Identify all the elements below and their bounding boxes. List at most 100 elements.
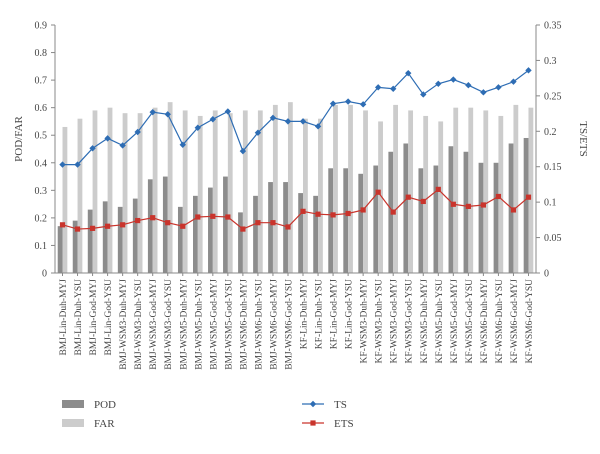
x-tick-label-14: BMJ-WSM6-God-MYJ: [269, 279, 279, 370]
point-ts-4: [119, 142, 126, 149]
point-ets-7: [165, 220, 171, 226]
bar-far-18: [333, 104, 338, 273]
x-tick-label-1: BMJ-Lin-Duh-YSU: [74, 279, 84, 356]
point-ets-8: [180, 223, 186, 229]
legend-swatch-far: [62, 419, 84, 427]
x-tick-label-7: BMJ-WSM3-God-YSU: [164, 279, 174, 370]
bar-pod-3: [102, 201, 108, 273]
bar-far-5: [137, 113, 143, 274]
point-ets-5: [135, 217, 141, 224]
point-ets-25: [435, 186, 441, 192]
point-ts-27: [465, 82, 472, 89]
point-ts-5: [134, 128, 141, 136]
bar-pod-9: [193, 195, 198, 273]
y2-tick-label-3: 0.15: [544, 162, 562, 173]
y2-tick-label-4: 0.2: [544, 127, 557, 138]
point-ets-29: [495, 193, 502, 200]
bar-far-0: [62, 126, 68, 274]
point-ts-26: [450, 76, 457, 83]
point-ts-29: [495, 84, 502, 91]
bar-far-24: [423, 115, 429, 274]
bar-far-6: [152, 107, 158, 273]
point-ts-2: [89, 145, 96, 152]
bar-pod-0: [57, 226, 63, 273]
bar-far-19: [348, 104, 353, 273]
point-ts-14: [269, 114, 277, 122]
bar-pod-18: [328, 168, 334, 273]
point-ts-1: [74, 161, 81, 168]
point-ts-30: [510, 78, 517, 85]
point-ts-10: [209, 116, 217, 123]
point-ts-13: [254, 129, 262, 136]
x-tick-label-31: KF-WSM6-God-YSU: [525, 279, 535, 364]
y-tick-label-5: 0.5: [35, 131, 48, 142]
point-ets-23: [405, 194, 411, 200]
x-tick-label-5: BMJ-WSM3-Duh-YSU: [134, 279, 144, 370]
bar-pod-1: [72, 220, 78, 273]
bar-far-25: [438, 121, 444, 273]
point-ts-17: [314, 123, 322, 130]
bar-pod-2: [87, 209, 93, 273]
x-tick-label-3: BMJ-Lin-God-YSU: [104, 279, 114, 356]
x-tick-label-9: BMJ-WSM5-Duh-YSU: [194, 279, 204, 370]
y-tick-label-7: 0.7: [35, 76, 48, 87]
y-tick-label-6: 0.6: [35, 103, 48, 114]
y2-tick-label-1: 0.05: [544, 233, 562, 244]
bar-pod-16: [298, 193, 304, 273]
bar-pod-24: [418, 168, 424, 273]
x-tick-label-6: BMJ-WSM3-God-MYJ: [149, 279, 159, 370]
point-ts-19: [344, 98, 352, 105]
point-ts-8: [179, 141, 186, 148]
point-ets-19: [345, 210, 351, 217]
bar-pod-10: [208, 187, 213, 273]
bar-far-4: [122, 113, 128, 274]
line-ets: [62, 188, 529, 230]
bar-far-1: [77, 118, 83, 273]
x-tick-label-4: BMJ-WSM3-Duh-MYJ: [119, 279, 129, 370]
y2-tick-label-7: 0.35: [544, 21, 562, 32]
x-tick-label-19: KF-Lin-God-YSU: [345, 279, 355, 349]
bar-far-16: [303, 118, 308, 273]
x-tick-label-23: KF-WSM3-God-YSU: [405, 279, 415, 364]
point-ts-15: [284, 118, 292, 125]
x-tick-label-11: BMJ-WSM5-God-YSU: [224, 279, 234, 370]
bar-pod-23: [403, 143, 409, 273]
x-tick-label-22: KF-WSM3-God-MYJ: [390, 279, 400, 364]
point-ets-15: [285, 224, 291, 230]
legend-label-far: FAR: [94, 418, 115, 430]
bar-pod-19: [343, 168, 349, 273]
point-ts-20: [359, 101, 367, 108]
bar-far-17: [318, 118, 323, 273]
legend-marker-ts: [309, 400, 317, 408]
x-tick-label-28: KF-WSM6-Duh-MYJ: [480, 279, 490, 364]
point-ets-24: [420, 198, 426, 205]
bar-pod-13: [253, 195, 258, 273]
bar-far-3: [107, 107, 113, 273]
y2-axis-label: TS/ETS: [577, 121, 589, 156]
bar-far-26: [453, 107, 459, 273]
point-ts-24: [420, 91, 427, 98]
x-tick-label-8: BMJ-WSM5-Duh-MYJ: [179, 279, 189, 370]
x-tick-label-25: KF-WSM5-Duh-YSU: [435, 279, 445, 364]
x-tick-label-27: KF-WSM5-God-YSU: [465, 279, 475, 364]
point-ets-16: [300, 208, 306, 214]
point-ets-21: [375, 189, 381, 195]
point-ets-3: [105, 223, 111, 229]
bar-pod-21: [373, 165, 379, 273]
y-tick-label-9: 0.9: [35, 21, 48, 32]
point-ets-30: [510, 207, 517, 213]
point-ts-12: [239, 147, 247, 155]
bar-far-20: [363, 110, 368, 273]
bar-pod-8: [177, 206, 183, 273]
point-ets-2: [89, 225, 96, 231]
point-ts-28: [480, 89, 487, 96]
point-ets-12: [240, 226, 246, 232]
bar-far-21: [378, 121, 383, 273]
bar-far-9: [197, 115, 203, 274]
point-ets-1: [74, 226, 81, 232]
bar-pod-20: [358, 173, 364, 273]
legend-label-ts: TS: [334, 399, 347, 411]
bar-far-13: [257, 110, 263, 273]
point-ts-9: [194, 124, 201, 131]
x-tick-label-17: KF-Lin-Duh-YSU: [315, 279, 325, 349]
